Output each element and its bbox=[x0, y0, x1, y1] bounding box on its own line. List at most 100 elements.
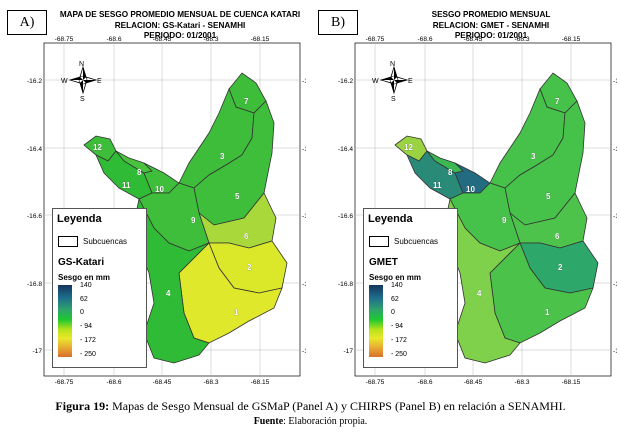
ramp-label: 140 bbox=[80, 282, 92, 289]
map-panel-b: -68.75 -68.6 -68.45 -68.3 -68.15 -68.75 … bbox=[315, 3, 617, 387]
zone-label: 7 bbox=[555, 97, 560, 106]
y-tick: -17 bbox=[613, 348, 617, 355]
legend-subcuencas: Subcuencas bbox=[394, 237, 439, 246]
map-title-line: PERIODO: 01/2001 bbox=[143, 31, 217, 40]
ramp-label: - 172 bbox=[80, 337, 96, 344]
map-b-svg: -68.75 -68.6 -68.45 -68.3 -68.15 -68.75 … bbox=[338, 36, 617, 386]
legend-sesgo-title: Sesgo en mm bbox=[58, 273, 111, 282]
x-tick: -68.15 bbox=[562, 36, 581, 43]
y-ticks-right: -16.2 -16.4 -16.6 -16.8 -17 bbox=[302, 78, 306, 355]
map-title-line: RELACION: GMET - SENAMHI bbox=[432, 20, 550, 30]
ramp-label: 0 bbox=[391, 309, 395, 316]
ramp-label: - 94 bbox=[391, 323, 404, 330]
ramp-label: 0 bbox=[80, 309, 84, 316]
y-tick: -16.4 bbox=[27, 146, 42, 153]
legend-product: GS-Katari bbox=[58, 257, 105, 268]
x-tick: -68.45 bbox=[153, 379, 172, 386]
watershed-zones bbox=[83, 72, 288, 364]
zone-label: 9 bbox=[502, 216, 507, 225]
zone-label: 7 bbox=[244, 97, 249, 106]
zone-label: 6 bbox=[244, 232, 249, 241]
zone-label: 8 bbox=[448, 168, 453, 177]
zone-label: 9 bbox=[191, 216, 196, 225]
x-tick: -68.15 bbox=[251, 379, 270, 386]
color-ramp bbox=[58, 285, 72, 357]
zone-label: 10 bbox=[466, 185, 475, 194]
zone-label: 3 bbox=[220, 152, 225, 161]
map-title-line: SESGO PROMEDIO MENSUAL bbox=[431, 10, 551, 19]
zone-labels: 7 3 5 6 2 1 4 12 11 8 10 9 bbox=[404, 97, 563, 317]
zone-label: 6 bbox=[555, 232, 560, 241]
panel-letter: B) bbox=[318, 10, 358, 35]
compass-e: E bbox=[408, 78, 413, 85]
y-tick: -17 bbox=[302, 348, 306, 355]
compass-s: S bbox=[80, 96, 85, 103]
y-tick: -16.8 bbox=[338, 281, 353, 288]
y-tick: -16.8 bbox=[302, 281, 306, 288]
y-ticks-left: -16.2 -16.4 -16.6 -16.8 -17 bbox=[338, 78, 353, 355]
zone-label: 3 bbox=[531, 152, 536, 161]
y-tick: -16.2 bbox=[302, 78, 306, 85]
x-ticks-top: -68.75 -68.6 -68.45 -68.3 -68.15 bbox=[366, 36, 581, 43]
compass-w: W bbox=[372, 78, 379, 85]
x-ticks-bottom: -68.75 -68.6 -68.45 -68.3 -68.15 bbox=[55, 379, 270, 386]
map-title-line: MAPA DE SESGO PROMEDIO MENSUAL DE CUENCA… bbox=[59, 10, 301, 19]
figure-source: Fuente: Elaboración propia. bbox=[0, 416, 621, 427]
ramp-label: 62 bbox=[80, 296, 88, 303]
map-title: MAPA DE SESGO PROMEDIO MENSUAL DE CUENCA… bbox=[54, 10, 306, 42]
y-tick: -16.2 bbox=[27, 78, 42, 85]
x-tick: -68.75 bbox=[366, 36, 385, 43]
zone-label: 4 bbox=[166, 289, 171, 298]
zone-label: 12 bbox=[404, 143, 413, 152]
map-title: SESGO PROMEDIO MENSUAL RELACION: GMET - … bbox=[365, 10, 617, 42]
x-tick: -68.3 bbox=[203, 36, 218, 43]
y-tick: -17 bbox=[343, 348, 353, 355]
y-ticks-left: -16.2 -16.4 -16.6 -16.8 -17 bbox=[27, 78, 42, 355]
source-text: : Elaboración propia. bbox=[283, 416, 368, 427]
y-tick: -17 bbox=[32, 348, 42, 355]
zone-label: 11 bbox=[433, 181, 442, 190]
ramp-label: - 250 bbox=[80, 351, 96, 358]
x-tick: -68.75 bbox=[55, 379, 74, 386]
map-frame bbox=[354, 42, 612, 377]
x-tick: -68.45 bbox=[153, 36, 172, 43]
caption-text: Mapas de Sesgo Mensual de GSMaP (Panel A… bbox=[109, 399, 566, 413]
subcuencas-swatch bbox=[58, 236, 78, 247]
x-tick: -68.6 bbox=[106, 379, 121, 386]
x-tick: -68.45 bbox=[464, 36, 483, 43]
legend-subcuencas: Subcuencas bbox=[83, 237, 128, 246]
zone-label: 5 bbox=[546, 192, 551, 201]
map-legend: Leyenda Subcuencas GS-Katari Sesgo en mm… bbox=[52, 208, 147, 368]
map-title-line: PERIODO: 01/2001 bbox=[454, 31, 528, 40]
legend-title: Leyenda bbox=[368, 213, 413, 225]
zone-label: 8 bbox=[137, 168, 142, 177]
compass-rose-icon: N S E W bbox=[372, 61, 413, 103]
compass-n: N bbox=[390, 61, 395, 68]
ramp-label: - 250 bbox=[391, 351, 407, 358]
ramp-label: - 94 bbox=[80, 323, 93, 330]
zone-label: 2 bbox=[247, 263, 252, 272]
y-tick: -16.4 bbox=[338, 146, 353, 153]
zone-4 bbox=[444, 197, 521, 364]
x-tick: -68.3 bbox=[514, 36, 529, 43]
y-tick: -16.6 bbox=[613, 213, 617, 220]
map-legend: Leyenda Subcuencas GMET Sesgo en mm 140 … bbox=[363, 208, 458, 368]
zone-4 bbox=[133, 197, 210, 364]
zone-label: 5 bbox=[235, 192, 240, 201]
x-tick: -68.3 bbox=[203, 379, 218, 386]
compass-w: W bbox=[61, 78, 68, 85]
color-ramp bbox=[369, 285, 383, 357]
y-tick: -16.8 bbox=[613, 281, 617, 288]
ramp-label: 62 bbox=[391, 296, 399, 303]
x-ticks-top: -68.75 -68.6 -68.45 -68.3 -68.15 bbox=[55, 36, 270, 43]
y-tick: -16.4 bbox=[613, 146, 617, 153]
x-tick: -68.6 bbox=[417, 36, 432, 43]
y-tick: -16.4 bbox=[302, 146, 306, 153]
compass-n: N bbox=[79, 61, 84, 68]
legend-sesgo-title: Sesgo en mm bbox=[369, 273, 422, 282]
map-frame bbox=[43, 42, 301, 377]
y-tick: -16.8 bbox=[27, 281, 42, 288]
figure-caption: Figura 19: Mapas de Sesgo Mensual de GSM… bbox=[0, 399, 621, 413]
x-tick: -68.75 bbox=[55, 36, 74, 43]
y-tick: -16.2 bbox=[338, 78, 353, 85]
